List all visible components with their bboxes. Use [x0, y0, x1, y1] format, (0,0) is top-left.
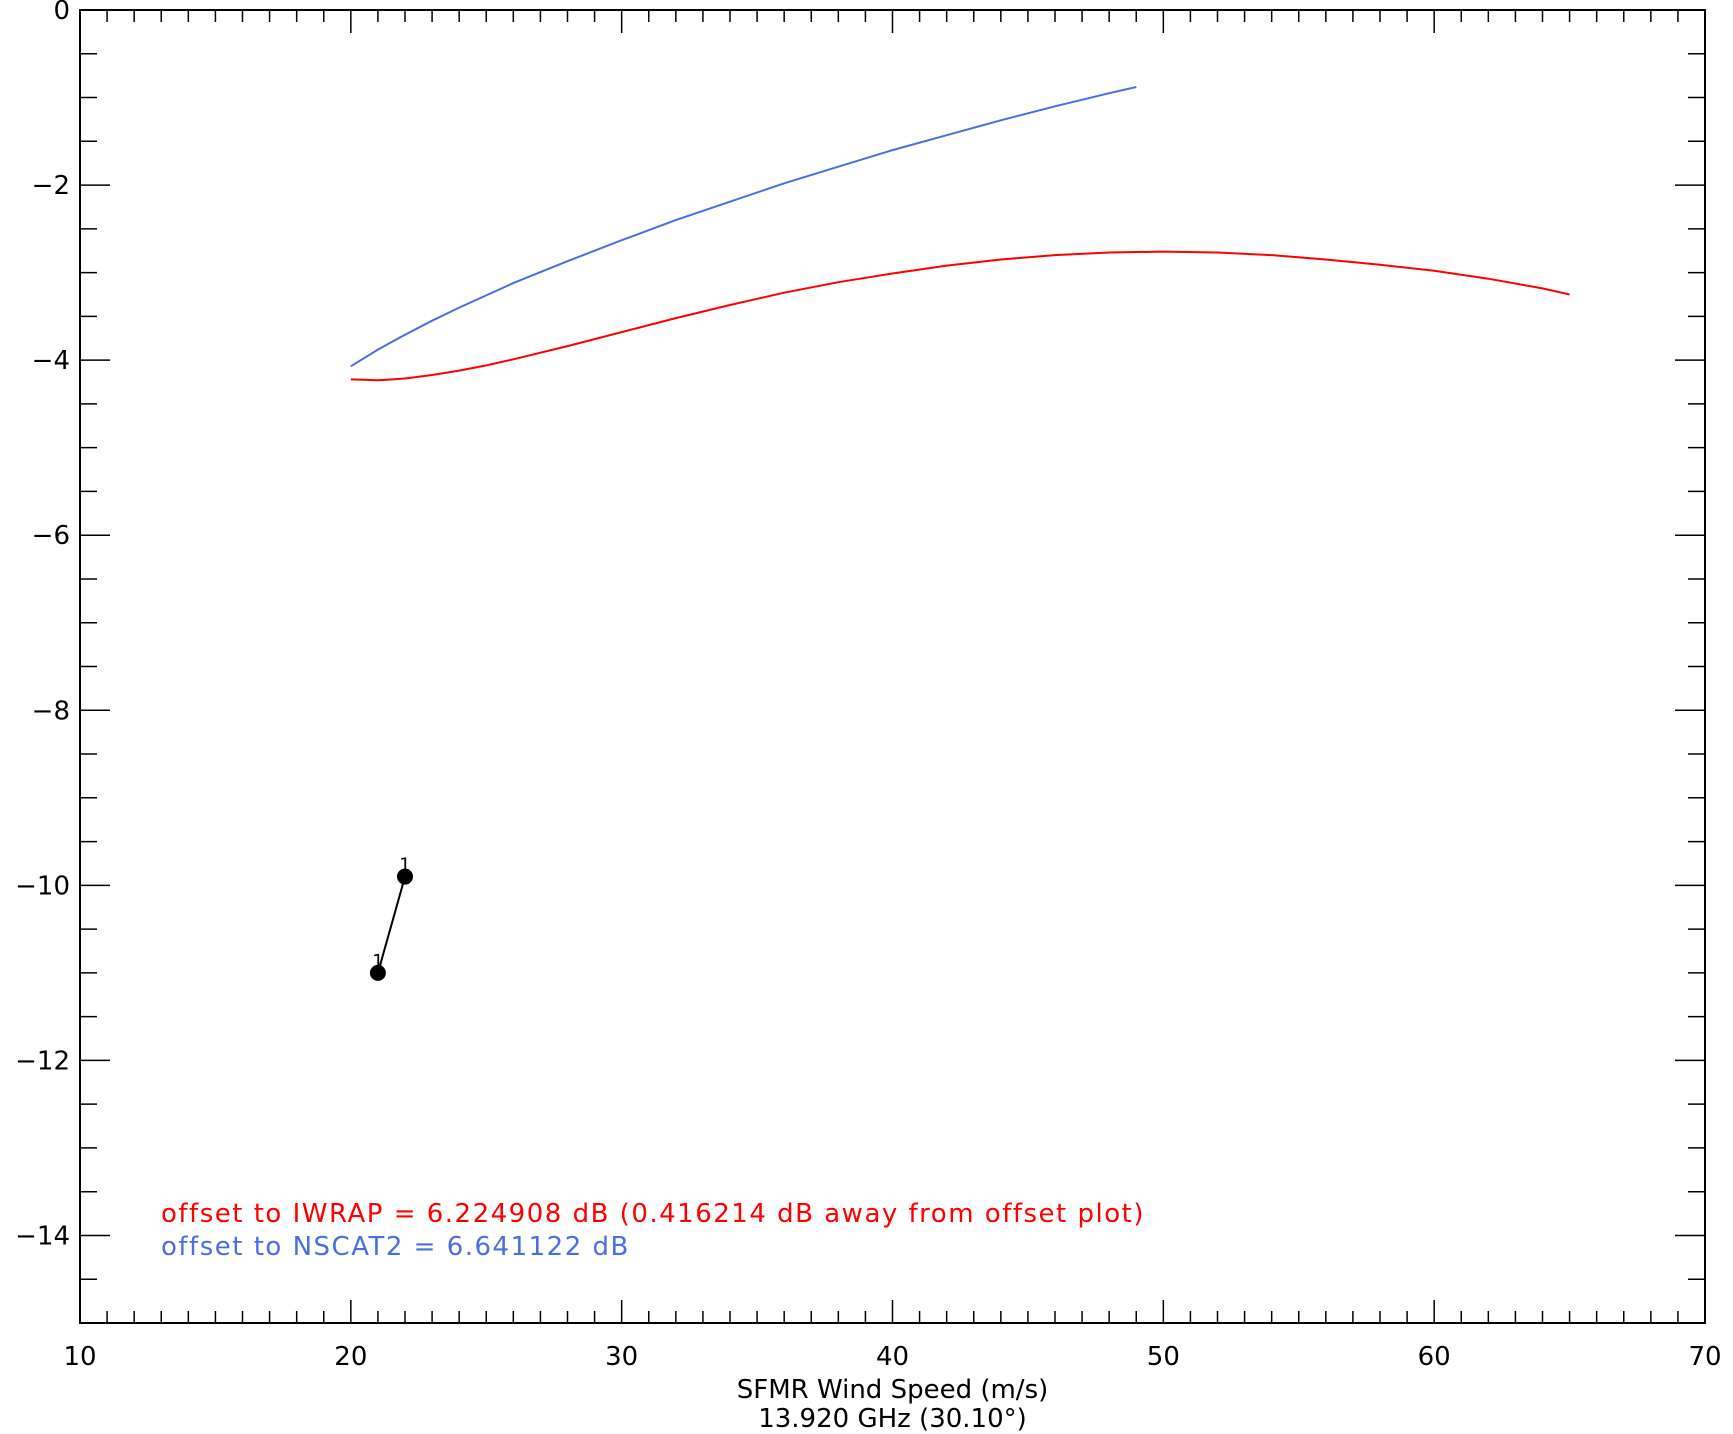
series-line-2 — [376, 876, 406, 974]
series-line-1 — [350, 86, 1137, 368]
x-tick-label: 40 — [876, 1342, 909, 1372]
x-tick-label: 20 — [334, 1342, 367, 1372]
x-tick-label: 10 — [63, 1342, 96, 1372]
x-axis-subtitle: 13.920 GHz (30.10°) — [758, 1404, 1027, 1434]
tick-labels: 10 20 30 40 50 60 70 0 −2 −4 −6 −8 −10 −12 −14 — [15, 0, 1721, 1372]
x-tick-label: 60 — [1418, 1342, 1451, 1372]
plot-frame — [79, 9, 1706, 1324]
y-tick-label: −12 — [15, 1046, 70, 1076]
series-layer: 11 — [350, 86, 1570, 981]
y-tick-label: 0 — [53, 0, 70, 26]
x-tick-label: 30 — [605, 1342, 638, 1372]
y-tick-label: −4 — [32, 346, 70, 376]
axis-ticks — [79, 9, 1706, 1324]
y-tick-label: −2 — [32, 171, 70, 201]
data-point — [397, 868, 413, 885]
data-point-label: 1 — [372, 951, 383, 972]
x-axis-title: SFMR Wind Speed (m/s) — [737, 1375, 1049, 1405]
annotation-nscat2-offset: offset to NSCAT2 = 6.641122 dB — [161, 1232, 630, 1262]
data-point — [369, 964, 386, 981]
series-line-0 — [350, 250, 1570, 382]
y-tick-label: −8 — [32, 696, 70, 726]
x-tick-label: 70 — [1688, 1342, 1721, 1372]
data-point-label: 1 — [399, 855, 410, 876]
y-tick-label: −14 — [15, 1221, 70, 1251]
annotation-iwrap-offset: offset to IWRAP = 6.224908 dB (0.416214 … — [161, 1199, 1145, 1229]
y-tick-label: −10 — [15, 871, 70, 901]
x-tick-label: 50 — [1147, 1342, 1180, 1372]
y-tick-label: −6 — [32, 521, 70, 551]
